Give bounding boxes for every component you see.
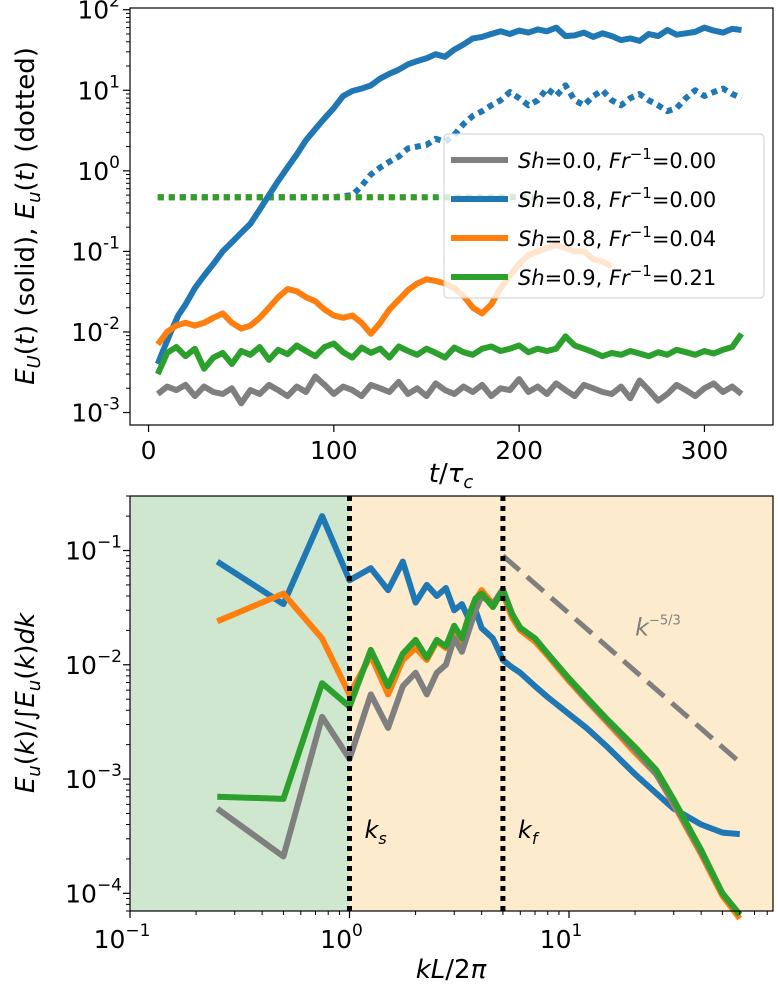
reference-slope: k−5/3 bbox=[501, 553, 742, 765]
bottom-x-tick-label: 101 bbox=[540, 921, 583, 954]
bottom-y-tick-label: 10−4 bbox=[65, 875, 122, 908]
shaded-regions bbox=[130, 496, 773, 911]
top-x-tick-label: 200 bbox=[495, 436, 543, 465]
spectrum-series-0 bbox=[215, 513, 741, 838]
spectrum-lines bbox=[215, 513, 743, 921]
legend-label: Sh=0.9, Fr−1=0.21 bbox=[518, 262, 716, 290]
top-x-tick-label: 100 bbox=[310, 436, 358, 465]
bottom-x-tick-label: 10−1 bbox=[94, 921, 151, 954]
legend-label: Sh=0.8, Fr−1=0.00 bbox=[518, 184, 716, 212]
shaded-region-1 bbox=[349, 496, 773, 911]
bottom-y-ticks: 10−4 10−3 10−2 10−1 bbox=[65, 495, 130, 912]
legend-label: Sh=0.0, Fr−1=0.00 bbox=[518, 145, 716, 173]
top-y-tick-label: 10-2 bbox=[71, 314, 120, 347]
scale-markers: ks kf bbox=[346, 496, 540, 911]
bottom-y-tick-label: 10−1 bbox=[65, 533, 122, 566]
bottom-axes-frame bbox=[129, 495, 774, 912]
top-y-tick-label: 101 bbox=[77, 72, 120, 105]
spectrum-series-3 bbox=[217, 587, 743, 917]
time-series-panel: 0 100 200 300 10-3 10-2 10-1 100 101 102 Sh=0.0,… bbox=[11, 0, 774, 493]
top-axes-frame bbox=[129, 7, 774, 426]
bottom-x-tick-label: 100 bbox=[320, 921, 363, 954]
top-x-tick-label: 300 bbox=[681, 436, 729, 465]
top-dotted-lines bbox=[157, 82, 743, 201]
bottom-y-tick-label: 10−3 bbox=[65, 761, 122, 794]
bottom-x-ticks: 10−1 100 101 bbox=[94, 911, 768, 954]
top-x-tick-label: 0 bbox=[141, 436, 157, 465]
legend-frame bbox=[443, 133, 765, 299]
top-x-axis-label: t/τc bbox=[429, 459, 474, 493]
top-y-tick-label: 102 bbox=[77, 0, 120, 25]
top-y-ticks: 10-3 10-2 10-1 100 101 102 bbox=[71, 0, 130, 428]
top-series-1 bbox=[155, 24, 742, 366]
bottom-y-axis-label: Eu(k)/∫Eu(k)dk bbox=[11, 612, 45, 793]
top-x-ticks: 0 100 200 300 bbox=[141, 425, 729, 465]
legend: Sh=0.0, Fr−1=0.00 Sh=0.8, Fr−1=0.00 Sh=0.8… bbox=[443, 133, 765, 299]
top-series-0 bbox=[155, 373, 744, 407]
legend-entries: Sh=0.0, Fr−1=0.00 Sh=0.8, Fr−1=0.00 Sh=0.8… bbox=[451, 145, 716, 290]
legend-label: Sh=0.8, Fr−1=0.04 bbox=[518, 223, 716, 251]
top-y-axis-label: EU(t) (solid), Eu(t) (dotted) bbox=[11, 47, 45, 385]
top-y-tick-label: 10-1 bbox=[71, 233, 120, 266]
top-series-2 bbox=[157, 82, 743, 201]
vline-label-0: ks bbox=[364, 816, 386, 848]
top-y-tick-label: 10-3 bbox=[71, 395, 120, 428]
top-y-tick-label: 100 bbox=[77, 153, 120, 186]
bottom-y-tick-label: 10−2 bbox=[65, 647, 122, 680]
top-series-5 bbox=[155, 332, 744, 376]
vline-label-1: kf bbox=[518, 816, 540, 848]
spectrum-panel: k−5/3 ks kf 10−1 100 101 10−4 10−3 10−2 10−1 k… bbox=[11, 495, 774, 985]
k-minus-five-thirds-line bbox=[501, 553, 742, 765]
bottom-x-axis-label: kL/2π bbox=[416, 955, 487, 985]
k-minus-five-thirds-label: k−5/3 bbox=[635, 614, 681, 642]
